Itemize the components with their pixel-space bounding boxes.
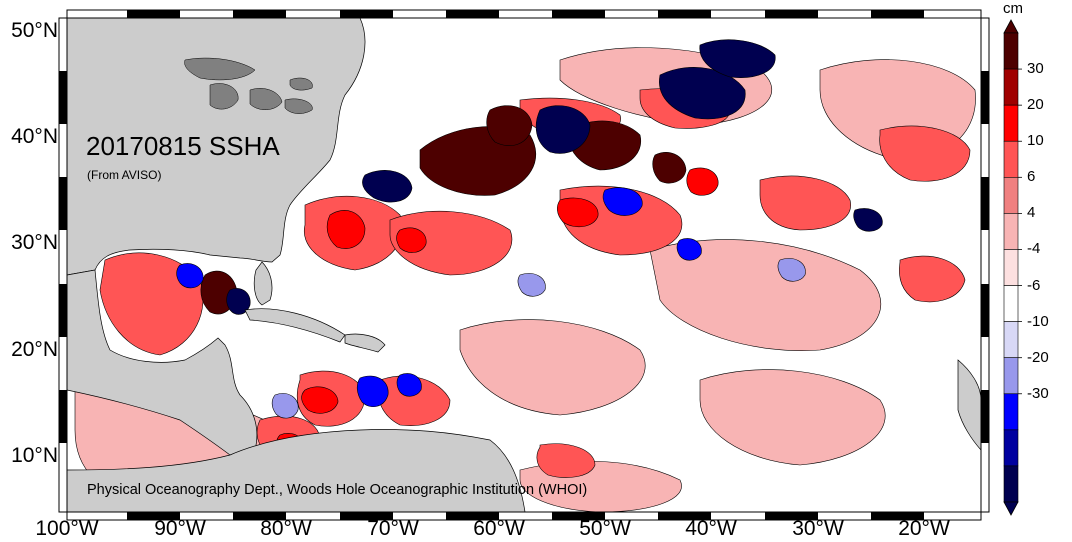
- lat-label-40n: 40°N: [11, 125, 58, 148]
- colorbar-tick-label: 30: [1027, 60, 1044, 78]
- lon-label-60w: 60°W: [473, 517, 525, 540]
- colorbar-tick-label: -30: [1027, 384, 1049, 402]
- frame-border-ticks: [58, 9, 990, 521]
- colorbar-segment: [1003, 393, 1019, 431]
- lat-label-10n: 10°N: [11, 444, 58, 467]
- anomaly-strong-negative: [176, 187, 702, 408]
- colorbar-tick-label: 10: [1027, 132, 1044, 150]
- colorbar-tick-label: -6: [1027, 276, 1041, 294]
- map-subtitle: (From AVISO): [87, 168, 162, 182]
- lon-label-30w: 30°W: [792, 517, 844, 540]
- lat-label-30n: 30°N: [11, 231, 58, 254]
- colorbar-unit: cm: [1003, 0, 1023, 17]
- lon-label-100w: 100°W: [35, 517, 99, 540]
- lon-label-20w: 20°W: [898, 517, 950, 540]
- colorbar-segment: [1003, 429, 1019, 467]
- colorbar-top-arrow: [1003, 19, 1019, 34]
- colorbar-segment: [1003, 140, 1019, 178]
- colorbar-segment: [1003, 104, 1019, 142]
- colorbar-tick-label: 4: [1027, 204, 1036, 222]
- lon-label-40w: 40°W: [685, 517, 737, 540]
- colorbar-segment: [1003, 321, 1019, 358]
- colorbar-tick-label: 20: [1027, 96, 1044, 114]
- colorbar-segment: [1003, 357, 1019, 395]
- colorbar-tick-label: 6: [1027, 168, 1036, 186]
- lon-label-90w: 90°W: [154, 517, 206, 540]
- colorbar-segment: [1003, 32, 1019, 70]
- credit-line: Physical Oceanography Dept., Woods Hole …: [87, 482, 588, 498]
- colorbar-segment: [1003, 68, 1019, 106]
- colorbar-segment: [1003, 465, 1019, 503]
- colorbar-bottom-arrow: [1003, 501, 1019, 516]
- colorbar-tick-label: -20: [1027, 348, 1049, 366]
- colorbar-segment: [1003, 177, 1019, 214]
- map-title: 20170815 SSHA: [86, 131, 280, 161]
- lat-label-20n: 20°N: [11, 338, 58, 361]
- great-lakes: [184, 57, 313, 114]
- lon-label-50w: 50°W: [579, 517, 631, 540]
- colorbar-tick-label: -10: [1027, 312, 1049, 330]
- lon-label-80w: 80°W: [260, 517, 312, 540]
- colorbar-segment: [1003, 213, 1019, 250]
- colorbar-segment: [1003, 249, 1019, 286]
- colorbar-segment: [1003, 285, 1019, 322]
- lon-label-70w: 70°W: [367, 517, 419, 540]
- anomaly-moderate-negative: [271, 258, 806, 419]
- anomaly-extreme-negative: [226, 39, 883, 315]
- colorbar: [1003, 19, 1022, 516]
- lat-label-50n: 50°N: [11, 19, 58, 42]
- colorbar-tick-label: -4: [1027, 240, 1041, 258]
